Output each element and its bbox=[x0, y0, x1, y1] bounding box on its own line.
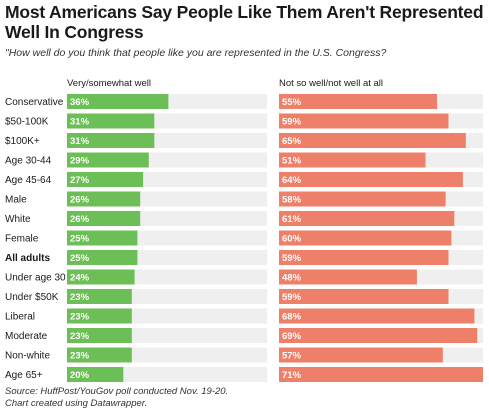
category-label: Liberal bbox=[5, 312, 35, 323]
data-label-well: 23% bbox=[70, 331, 90, 342]
chart-row: Moderate 23% 69% bbox=[5, 328, 483, 343]
bar-well bbox=[67, 269, 135, 285]
bar-well bbox=[67, 191, 141, 207]
data-label-well: 29% bbox=[70, 156, 90, 167]
bar-not-well bbox=[279, 328, 478, 343]
data-label-well: 27% bbox=[70, 175, 90, 186]
data-label-well: 23% bbox=[70, 292, 90, 303]
bar-chart: Very/somewhat well Not so well/not well a… bbox=[5, 78, 483, 382]
category-label: White bbox=[5, 214, 31, 225]
bar-not-well bbox=[279, 211, 455, 226]
bar-not-well bbox=[279, 230, 452, 246]
chart-row: All adults 25% 59% bbox=[5, 250, 483, 265]
data-label-well: 36% bbox=[70, 97, 90, 108]
bar-not-well bbox=[279, 250, 449, 265]
data-label-not-well: 64% bbox=[282, 175, 302, 186]
chart-title: Most Americans Say People Like Them Aren… bbox=[5, 2, 484, 42]
bar-well bbox=[67, 152, 149, 168]
bar-well bbox=[67, 367, 124, 382]
bar-well bbox=[67, 308, 132, 324]
series-header-well: Very/somewhat well bbox=[67, 78, 151, 89]
category-label: Male bbox=[5, 195, 27, 206]
category-label: Under age 30 bbox=[5, 273, 66, 284]
data-label-not-well: 60% bbox=[282, 234, 302, 245]
bar-well bbox=[67, 347, 132, 363]
chart-row: Age 65+ 20% 71% bbox=[5, 367, 483, 382]
bar-well bbox=[67, 230, 138, 246]
data-label-well: 26% bbox=[70, 214, 90, 225]
data-label-not-well: 71% bbox=[282, 370, 302, 381]
data-label-not-well: 55% bbox=[282, 97, 302, 108]
category-label: Female bbox=[5, 234, 39, 245]
category-label: Age 30-44 bbox=[5, 156, 52, 167]
bar-well bbox=[67, 211, 141, 226]
bar-not-well bbox=[279, 113, 449, 129]
category-label: $50-100K bbox=[5, 117, 49, 128]
bar-well bbox=[67, 113, 155, 129]
data-label-well: 25% bbox=[70, 253, 90, 264]
category-label: Moderate bbox=[5, 331, 48, 342]
bar-not-well bbox=[279, 172, 463, 187]
data-label-not-well: 59% bbox=[282, 253, 302, 264]
category-label: Under $50K bbox=[5, 292, 59, 303]
data-label-not-well: 69% bbox=[282, 331, 302, 342]
bar-well bbox=[67, 94, 169, 109]
bar-well bbox=[67, 133, 155, 148]
chart-row: White 26% 61% bbox=[5, 211, 483, 226]
source-note: Source: HuffPost/YouGov poll conducted N… bbox=[5, 386, 229, 397]
bar-well bbox=[67, 289, 132, 304]
bar-not-well bbox=[279, 94, 437, 109]
chart-row: Under age 30 24% 48% bbox=[5, 269, 483, 285]
chart-row: Under $50K 23% 59% bbox=[5, 289, 483, 304]
chart-row: Female 25% 60% bbox=[5, 230, 483, 246]
category-label: Conservative bbox=[5, 97, 64, 108]
data-label-well: 25% bbox=[70, 234, 90, 245]
chart-row: Non-white 23% 57% bbox=[5, 347, 483, 363]
category-label: $100K+ bbox=[5, 136, 40, 147]
series-header-not-well: Not so well/not well at all bbox=[279, 78, 383, 89]
data-label-well: 23% bbox=[70, 312, 90, 323]
bar-not-well bbox=[279, 308, 475, 324]
data-label-well: 31% bbox=[70, 117, 90, 128]
data-label-not-well: 68% bbox=[282, 312, 302, 323]
chart-row: Conservative 36% 55% bbox=[5, 94, 483, 109]
bar-not-well bbox=[279, 152, 426, 168]
bar-well bbox=[67, 250, 138, 265]
chart-row: Age 30-44 29% 51% bbox=[5, 152, 483, 168]
bar-not-well bbox=[279, 269, 417, 285]
data-label-well: 31% bbox=[70, 136, 90, 147]
data-label-well: 23% bbox=[70, 351, 90, 362]
category-label: Non-white bbox=[5, 351, 50, 362]
bar-well bbox=[67, 172, 144, 187]
chart-row: $50-100K 31% 59% bbox=[5, 113, 483, 129]
chart-row: $100K+ 31% 65% bbox=[5, 133, 483, 148]
chart-subtitle: "How well do you think that people like … bbox=[5, 47, 387, 59]
bar-not-well bbox=[279, 367, 483, 382]
data-label-not-well: 57% bbox=[282, 351, 302, 362]
data-label-not-well: 58% bbox=[282, 195, 302, 206]
bar-not-well bbox=[279, 133, 466, 148]
credit-note: Chart created using Datawrapper. bbox=[5, 398, 148, 409]
chart-notes: Source: HuffPost/YouGov poll conducted N… bbox=[5, 386, 228, 410]
data-label-not-well: 48% bbox=[282, 273, 302, 284]
category-label: Age 65+ bbox=[5, 370, 43, 381]
data-label-not-well: 65% bbox=[282, 136, 302, 147]
bar-well bbox=[67, 328, 132, 343]
data-label-not-well: 59% bbox=[282, 117, 302, 128]
category-label: Age 45-64 bbox=[5, 175, 52, 186]
bar-not-well bbox=[279, 289, 449, 304]
chart-row: Age 45-64 27% 64% bbox=[5, 172, 483, 187]
data-label-not-well: 61% bbox=[282, 214, 302, 225]
chart-row: Male 26% 58% bbox=[5, 191, 483, 207]
bar-not-well bbox=[279, 191, 446, 207]
data-label-well: 26% bbox=[70, 195, 90, 206]
data-label-well: 20% bbox=[70, 370, 90, 381]
chart-row: Liberal 23% 68% bbox=[5, 308, 483, 324]
category-label: All adults bbox=[5, 253, 50, 264]
data-label-not-well: 59% bbox=[282, 292, 302, 303]
data-label-well: 24% bbox=[70, 273, 90, 284]
data-label-not-well: 51% bbox=[282, 156, 302, 167]
bar-not-well bbox=[279, 347, 443, 363]
